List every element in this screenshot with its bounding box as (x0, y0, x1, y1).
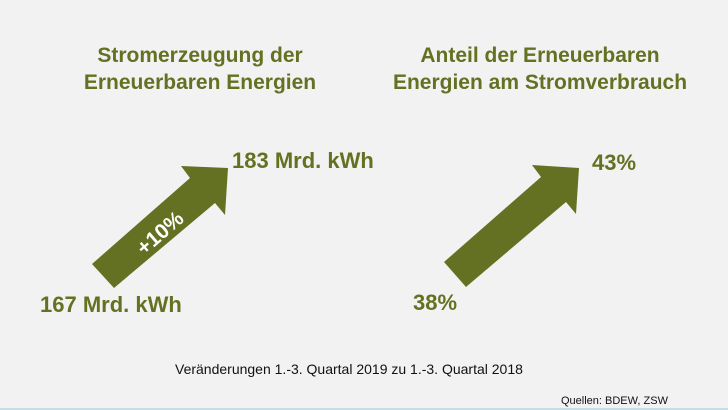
left-title-line2: Erneuerbaren Energien (83, 71, 317, 94)
right-title-line2: Energien am Stromverbrauch (392, 71, 688, 94)
left-panel-title: Stromerzeugung der Erneuerbaren Energien (40, 42, 360, 96)
right-start-value: 38% (413, 290, 458, 315)
right-end-value: 43% (592, 150, 637, 175)
sources-note: Quellen: BDEW, ZSW (561, 395, 668, 407)
left-arrow-up-right-icon: +10% (92, 166, 228, 288)
right-title-line1: Anteil der Erneuerbaren (420, 44, 660, 67)
footnote: Veränderungen 1.-3. Quartal 2019 zu 1.-3… (175, 361, 523, 377)
left-title-line1: Stromerzeugung der (97, 44, 303, 67)
left-end-value: 183 Mrd. kWh (232, 148, 374, 173)
bottom-divider (0, 408, 728, 410)
left-start-value: 167 Mrd. kWh (40, 292, 182, 317)
right-panel-title: Anteil der Erneuerbaren Energien am Stro… (370, 42, 710, 96)
right-arrow-up-right-icon (444, 165, 579, 287)
